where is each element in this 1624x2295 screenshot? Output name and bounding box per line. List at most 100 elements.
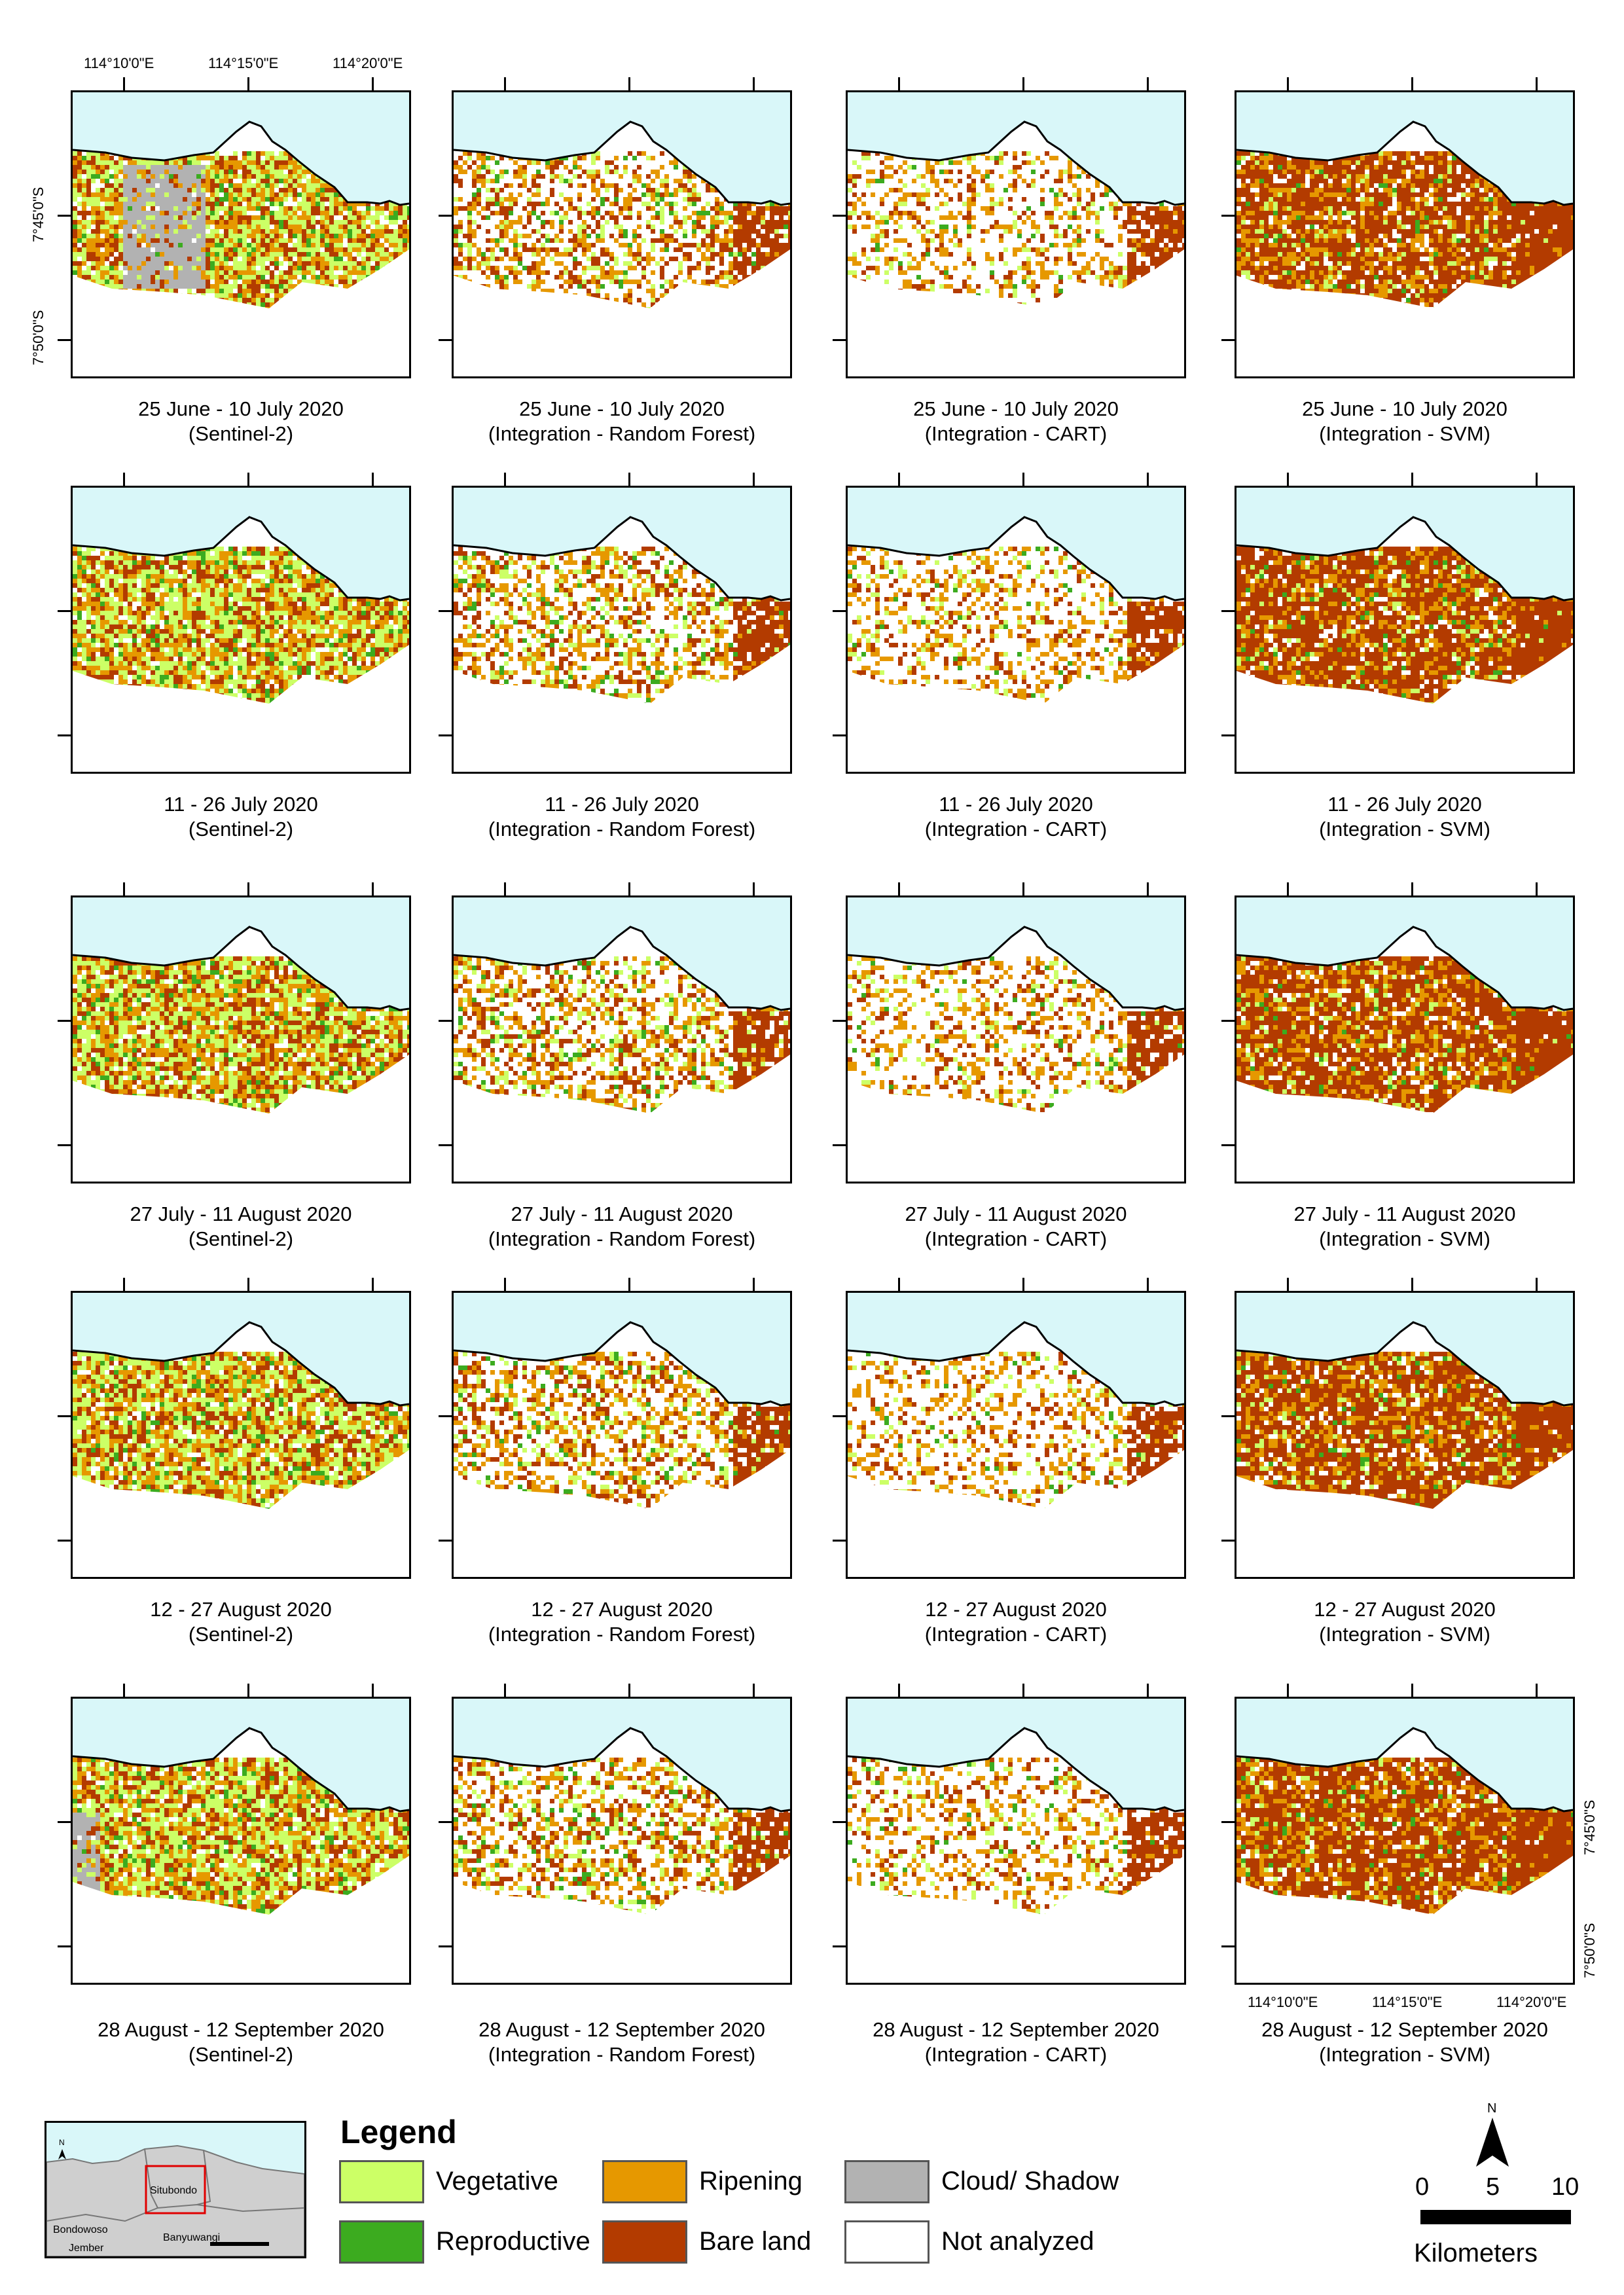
- graticule-tick: [628, 1278, 630, 1291]
- coastline: [848, 926, 1184, 1011]
- graticule-tick: [898, 1278, 900, 1291]
- graticule-tick: [58, 1945, 71, 1947]
- map-frame: [452, 486, 792, 774]
- graticule-tick: [898, 1684, 900, 1697]
- caption-method: (Sentinel-2): [71, 422, 411, 446]
- graticule-tick: [1287, 1684, 1289, 1697]
- map-frame: [1235, 895, 1575, 1184]
- coastline: [848, 1321, 1184, 1407]
- caption-method: (Integration - CART): [846, 2042, 1186, 2067]
- caption-method: (Integration - Random Forest): [452, 1622, 792, 1647]
- map-frame: [452, 1697, 792, 1985]
- coastline: [73, 1727, 409, 1813]
- latitude-label: 7°50'0"S: [30, 310, 47, 365]
- sea-area: [1236, 92, 1573, 205]
- coastline: [1236, 516, 1573, 602]
- classification-map: [848, 897, 1184, 1113]
- scale-tick-10: 10: [1551, 2173, 1579, 2201]
- graticule-tick: [833, 1415, 846, 1417]
- legend-label: Reproductive: [436, 2227, 590, 2256]
- graticule-tick: [439, 215, 452, 217]
- graticule-tick: [1287, 1278, 1289, 1291]
- sea-area: [1236, 1699, 1573, 1811]
- graticule-tick: [372, 1278, 374, 1291]
- caption-method: (Integration - CART): [846, 422, 1186, 446]
- scale-unit: Kilometers: [1414, 2239, 1538, 2268]
- graticule-tick: [439, 1415, 452, 1417]
- sea-area: [73, 897, 409, 1010]
- graticule-tick: [1536, 882, 1538, 895]
- graticule-tick: [1536, 1684, 1538, 1697]
- graticule-tick: [504, 882, 506, 895]
- graticule-tick: [123, 1278, 125, 1291]
- graticule-tick: [1411, 882, 1413, 895]
- graticule-tick: [372, 77, 374, 90]
- caption-method: (Integration - CART): [846, 817, 1186, 842]
- panel-caption: 11 - 26 July 2020 (Integration - CART): [846, 792, 1186, 842]
- classification-map: [1236, 897, 1573, 1113]
- coastline: [73, 516, 409, 602]
- caption-method: (Integration - CART): [846, 1622, 1186, 1647]
- inset-label-situbondo: Situbondo: [150, 2185, 197, 2196]
- graticule-tick: [753, 473, 755, 486]
- map-frame: [1235, 1697, 1575, 1985]
- graticule-tick: [439, 610, 452, 612]
- legend-swatch: [844, 2220, 929, 2264]
- latitude-label: 7°50'0"S: [1581, 1923, 1598, 1978]
- graticule-tick: [1022, 1684, 1024, 1697]
- panel-caption: 25 June - 10 July 2020 (Sentinel-2): [71, 397, 411, 446]
- classification-map: [848, 1699, 1184, 1915]
- coastline: [454, 1727, 790, 1813]
- classification-map: [454, 92, 790, 308]
- graticule-tick: [898, 882, 900, 895]
- graticule-tick: [439, 1945, 452, 1947]
- graticule-tick: [58, 215, 71, 217]
- caption-method: (Integration - SVM): [1235, 1227, 1575, 1252]
- panel-caption: 12 - 27 August 2020 (Integration - SVM): [1235, 1597, 1575, 1647]
- graticule-tick: [439, 1144, 452, 1146]
- longitude-label: 114°10'0"E: [1248, 1994, 1318, 2011]
- graticule-tick: [1411, 1684, 1413, 1697]
- panel-caption: 28 August - 12 September 2020 (Integratio…: [846, 2017, 1186, 2067]
- map-frame: [846, 486, 1186, 774]
- caption-period: 11 - 26 July 2020: [452, 792, 792, 817]
- north-arrow: N: [1470, 2098, 1515, 2170]
- classification-map: [73, 897, 409, 1113]
- caption-method: (Integration - SVM): [1235, 422, 1575, 446]
- graticule-tick: [833, 1821, 846, 1823]
- panel-caption: 27 July - 11 August 2020 (Integration - C…: [846, 1202, 1186, 1252]
- graticule-tick: [58, 1540, 71, 1542]
- graticule-tick: [58, 1821, 71, 1823]
- caption-period: 27 July - 11 August 2020: [452, 1202, 792, 1227]
- coastline: [454, 120, 790, 206]
- map-frame: [846, 895, 1186, 1184]
- graticule-tick: [1147, 1684, 1149, 1697]
- graticule-tick: [123, 473, 125, 486]
- caption-period: 25 June - 10 July 2020: [452, 397, 792, 422]
- caption-period: 12 - 27 August 2020: [846, 1597, 1186, 1622]
- sea-area: [848, 488, 1184, 600]
- graticule-tick: [504, 473, 506, 486]
- graticule-tick: [1022, 77, 1024, 90]
- coastline: [848, 120, 1184, 206]
- classification-map: [1236, 1293, 1573, 1509]
- sea-area: [454, 488, 790, 600]
- map-frame: [1235, 90, 1575, 378]
- sea-area: [73, 488, 409, 600]
- graticule-tick: [1147, 77, 1149, 90]
- map-frame: [846, 1697, 1186, 1985]
- sea-area: [1236, 488, 1573, 600]
- map-frame: [452, 1291, 792, 1579]
- classification-map: [1236, 1699, 1573, 1915]
- classification-map: [1236, 488, 1573, 704]
- graticule-tick: [753, 77, 755, 90]
- sea-area: [848, 1699, 1184, 1811]
- graticule-tick: [372, 882, 374, 895]
- sea-area: [454, 897, 790, 1010]
- longitude-label: 114°10'0"E: [84, 55, 154, 72]
- caption-period: 28 August - 12 September 2020: [846, 2017, 1186, 2042]
- caption-method: (Integration - Random Forest): [452, 422, 792, 446]
- graticule-tick: [833, 1020, 846, 1022]
- coastline: [1236, 120, 1573, 206]
- graticule-tick: [628, 77, 630, 90]
